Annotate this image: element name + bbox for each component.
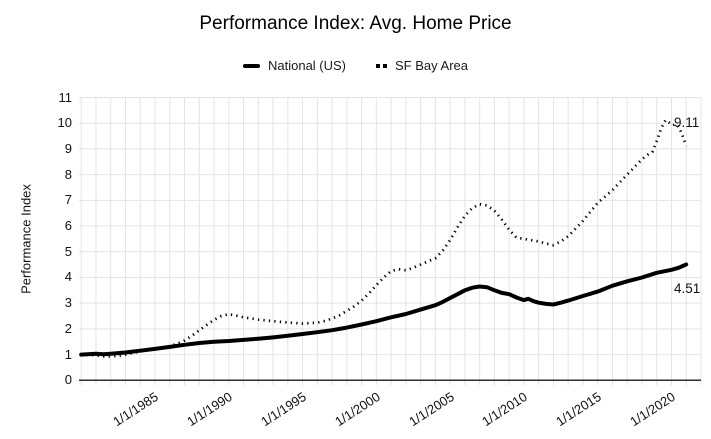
legend-label-sf-bay-area: SF Bay Area [395, 58, 468, 73]
y-tick-label: 2 [64, 320, 72, 336]
y-tick-label: 6 [64, 218, 72, 234]
legend-item-national: National (US) [242, 58, 347, 73]
legend-item-sf-bay-area: SF Bay Area [376, 58, 468, 73]
y-tick-label: 0 [64, 372, 72, 388]
y-tick-label: 5 [64, 243, 72, 259]
y-tick-label: 7 [64, 192, 72, 208]
chart-title: Performance Index: Avg. Home Price [199, 13, 512, 34]
y-tick-label: 10 [57, 115, 72, 131]
dotted-line-marker-icon [376, 63, 388, 68]
solid-line-marker-icon [242, 63, 260, 68]
y-tick-label: 3 [64, 295, 72, 311]
end-value-label: 4.51 [674, 281, 701, 296]
series-line-sf-bay-area [81, 118, 688, 358]
series-line-national-us- [79, 262, 689, 357]
y-tick-label: 8 [64, 166, 72, 182]
y-tick-label: 4 [64, 269, 72, 285]
legend-label-national: National (US) [267, 58, 347, 73]
end-value-label: 9.11 [674, 115, 700, 130]
y-tick-label: 11 [58, 89, 73, 105]
y-tick-label: 1 [64, 346, 72, 362]
legend: National (US) SF Bay Area [0, 58, 711, 73]
y-tick-label: 9 [64, 140, 72, 156]
